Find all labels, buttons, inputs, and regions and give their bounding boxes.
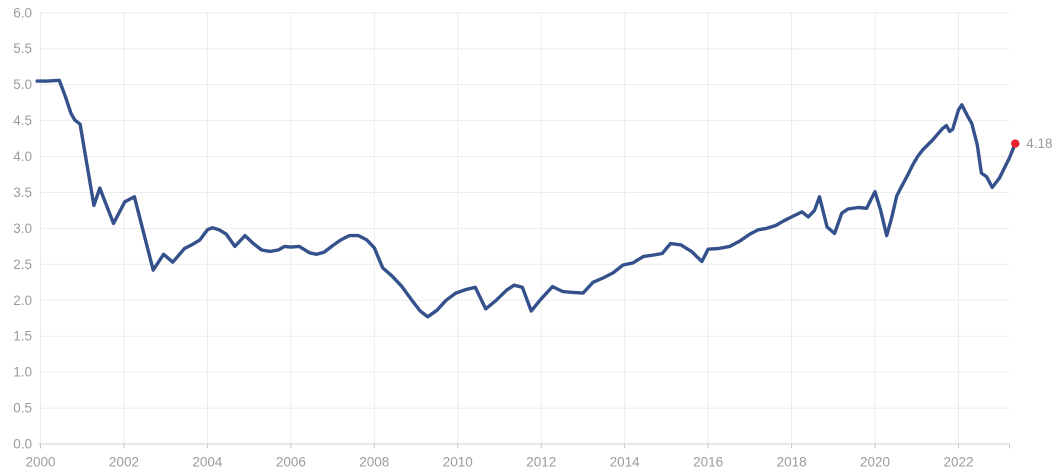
- end-value-label: 4.18: [1026, 135, 1053, 151]
- x-tick-label: 2020: [860, 455, 890, 470]
- y-tick-label: 2.5: [13, 257, 32, 272]
- x-tick-label: 2016: [693, 455, 723, 470]
- x-tick-label: 2014: [610, 455, 641, 470]
- y-tick-label: 4.0: [13, 149, 32, 164]
- x-tick-label: 2004: [192, 455, 223, 470]
- y-tick-label: 3.0: [13, 221, 32, 236]
- y-tick-label: 4.5: [13, 113, 32, 128]
- y-tick-label: 5.5: [13, 41, 32, 56]
- x-tick-label: 2022: [943, 455, 973, 470]
- y-tick-label: 1.0: [13, 365, 32, 380]
- y-tick-label: 5.0: [13, 77, 32, 92]
- y-tick-label: 3.5: [13, 185, 32, 200]
- y-tick-label: 2.0: [13, 293, 32, 308]
- y-tick-label: 0.0: [13, 437, 32, 452]
- y-tick-label: 1.5: [13, 329, 32, 344]
- x-tick-label: 2010: [443, 455, 473, 470]
- y-tick-label: 0.5: [13, 401, 32, 416]
- x-tick-label: 2006: [276, 455, 306, 470]
- y-tick-label: 6.0: [13, 5, 32, 20]
- series-line: [35, 78, 1017, 319]
- x-tick-label: 2012: [526, 455, 556, 470]
- end-dot: [1011, 139, 1020, 148]
- x-tick-label: 2018: [777, 455, 807, 470]
- x-tick-label: 2008: [359, 455, 389, 470]
- x-tick-label: 2002: [109, 455, 139, 470]
- x-tick-label: 2000: [25, 455, 55, 470]
